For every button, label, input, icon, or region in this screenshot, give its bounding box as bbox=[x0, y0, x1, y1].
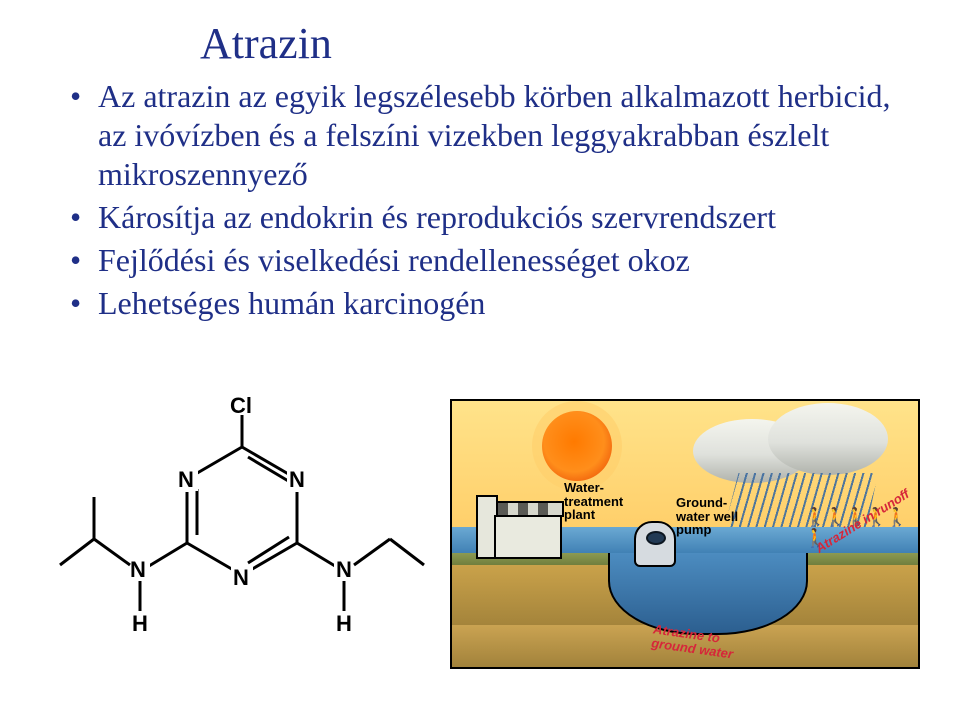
atom-n: N bbox=[233, 565, 249, 590]
plant-label: Water- treatment plant bbox=[564, 481, 623, 522]
bullet-item: Fejlődési és viselkedési rendellenessége… bbox=[70, 241, 920, 280]
atom-n: N bbox=[336, 557, 352, 582]
well-pump bbox=[634, 521, 676, 567]
bullet-text: Károsítja az endokrin és reprodukciós sz… bbox=[98, 199, 776, 235]
bullet-text: Fejlődési és viselkedési rendellenessége… bbox=[98, 242, 690, 278]
bullet-item: Lehetséges humán karcinogén bbox=[70, 284, 920, 323]
atom-n: N bbox=[289, 467, 305, 492]
slide-title: Atrazin bbox=[200, 18, 920, 69]
atom-n: N bbox=[178, 467, 194, 492]
atom-cl: Cl bbox=[230, 397, 252, 418]
bullet-text: Az atrazin az egyik legszélesebb körben … bbox=[98, 78, 891, 192]
environment-diagram: 🚶🚶🚶🚶🚶🚶 Water- treatment plant Ground- wa… bbox=[450, 399, 920, 669]
bullet-text: Lehetséges humán karcinogén bbox=[98, 285, 485, 321]
atom-h: H bbox=[132, 611, 148, 636]
plant-body bbox=[494, 515, 562, 559]
chemical-svg: Cl N N N N H bbox=[52, 397, 432, 687]
water-treatment-plant bbox=[472, 495, 562, 559]
slide: Atrazin Az atrazin az egyik legszélesebb… bbox=[0, 0, 960, 713]
bullet-item: Az atrazin az egyik legszélesebb körben … bbox=[70, 77, 920, 194]
atom-h: H bbox=[336, 611, 352, 636]
sun-icon bbox=[542, 411, 612, 481]
atom-n: N bbox=[130, 557, 146, 582]
image-row: Cl N N N N H bbox=[70, 383, 920, 683]
bullet-item: Károsítja az endokrin és reprodukciós sz… bbox=[70, 198, 920, 237]
bullet-list: Az atrazin az egyik legszélesebb körben … bbox=[70, 77, 920, 323]
well-label: Ground- water well pump bbox=[676, 496, 738, 537]
chemical-structure: Cl N N N N H bbox=[52, 397, 432, 687]
cloud-icon bbox=[698, 403, 883, 481]
